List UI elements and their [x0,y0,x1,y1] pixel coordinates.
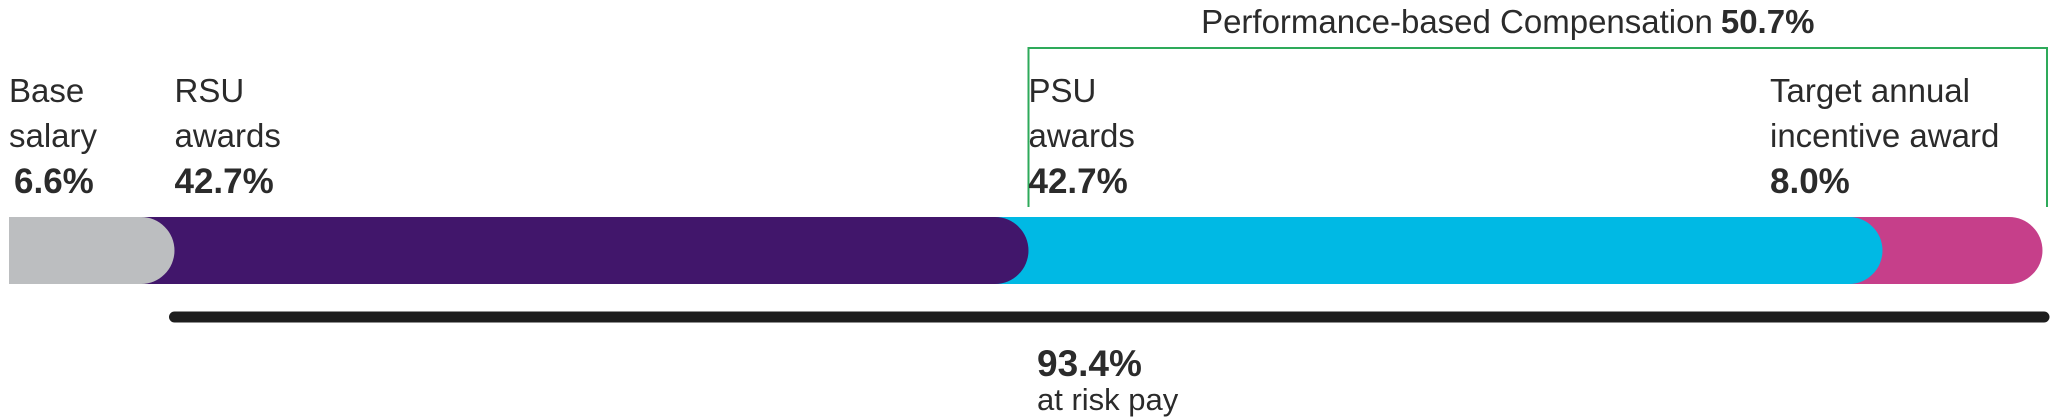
bracket-label: Performance-based Compensation [1201,3,1713,40]
bracket-title: Performance-based Compensation 50.7% [1201,3,1814,40]
bracket-value: 50.7% [1721,3,1815,40]
segment-label: RSU awards [174,72,281,154]
bar-segment [107,217,1029,284]
segment-value: 8.0% [1770,162,1850,201]
bracket [1027,47,2048,207]
bar-segment [9,217,175,284]
bracket-label: at risk pay [1037,382,1179,417]
segment-label: Target annual incentive award [1770,72,2000,154]
segment-label: PSU awards [1028,72,1135,154]
segment-label: Base salary [9,72,98,154]
segment-value: 42.7% [1028,162,1128,201]
segment-value: 6.6% [14,162,94,201]
bracket-value: 93.4% [1037,343,1142,384]
bar-segment [961,217,1883,284]
segment-value: 42.7% [174,162,274,201]
